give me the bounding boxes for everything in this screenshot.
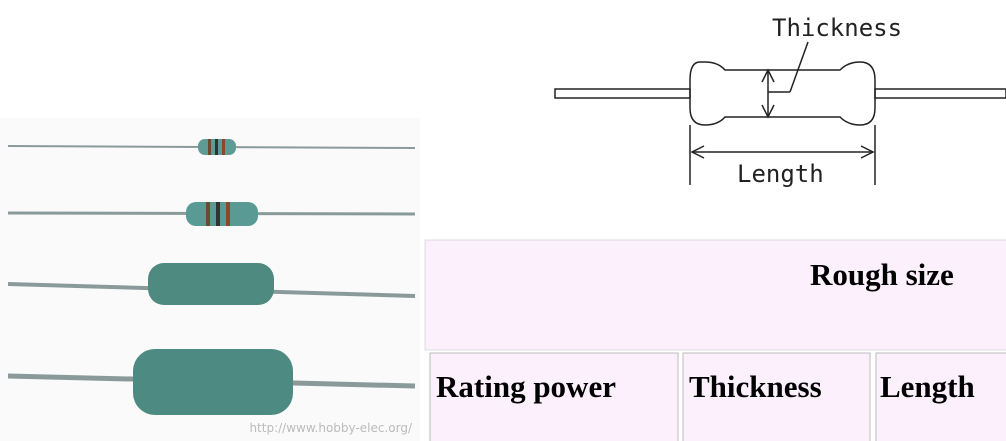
header-cell: Thickness	[689, 369, 822, 404]
header-cell: Rating power	[436, 369, 616, 404]
resistor-diagram	[554, 41, 1006, 185]
header-cell: Length	[880, 369, 975, 404]
watermark: http://www.hobby-elec.org/	[249, 421, 413, 435]
resistor-photo: http://www.hobby-elec.org/	[0, 118, 420, 441]
length-label: Length	[737, 160, 824, 188]
size-table: Rough size Rating power Thickness Length	[424, 239, 1006, 441]
thickness-label: Thickness	[772, 14, 902, 42]
table-title: Rough size	[810, 257, 954, 292]
